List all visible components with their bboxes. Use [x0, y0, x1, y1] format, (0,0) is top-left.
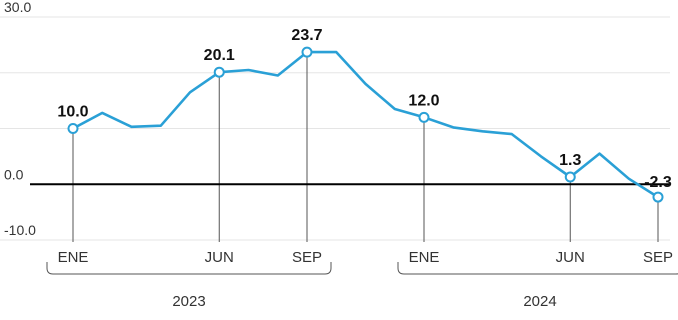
data-label: 1.3	[559, 152, 581, 169]
y-axis-ticks: 30.0 0.0 -10.0	[4, 0, 36, 238]
data-label: 10.0	[57, 104, 88, 121]
data-point-marker	[213, 66, 225, 78]
x-tick-label: SEP	[643, 249, 673, 266]
data-point-marker	[301, 46, 313, 58]
year-bracket	[46, 262, 332, 275]
y-tick-label: -10.0	[4, 222, 36, 238]
year-label: 2023	[172, 293, 205, 310]
series	[71, 50, 660, 199]
x-tick-label: ENE	[58, 249, 89, 266]
x-tick-label: ENE	[409, 249, 440, 266]
data-point-marker	[67, 123, 79, 134]
highlighted-points	[67, 46, 664, 203]
data-label: 12.0	[408, 92, 439, 109]
data-labels: 10.0 20.1 23.7 12.0 1.3 -2.3	[57, 27, 671, 191]
drop-lines	[72, 52, 659, 242]
x-axis-ticks: ENE JUN SEP ENE JUN SEP	[58, 249, 673, 266]
data-label: -2.3	[644, 174, 672, 191]
y-tick-label: 30.0	[4, 0, 31, 15]
data-point-marker	[418, 111, 430, 123]
data-point-marker	[652, 191, 664, 203]
x-tick-label: JUN	[556, 249, 585, 266]
x-tick-label: SEP	[292, 249, 322, 266]
y-tick-label: 0.0	[4, 166, 24, 182]
data-label: 23.7	[291, 27, 322, 44]
year-groups: 2023 2024	[46, 262, 678, 310]
x-tick-label: JUN	[205, 249, 234, 266]
year-bracket	[397, 262, 678, 275]
gridlines	[0, 16, 670, 241]
year-label: 2024	[523, 293, 556, 310]
series-line	[71, 50, 660, 199]
data-point-marker	[564, 171, 576, 183]
data-label: 20.1	[204, 47, 235, 64]
